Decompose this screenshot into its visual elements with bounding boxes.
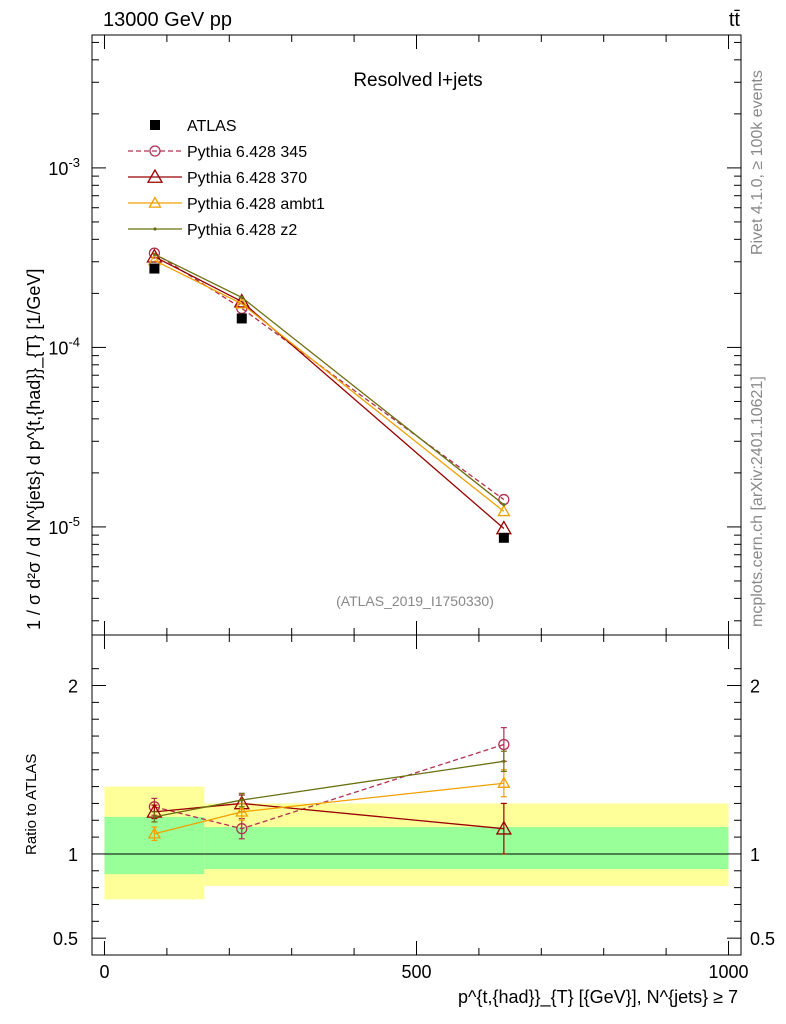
- atlas-data-point: [149, 263, 160, 274]
- ratio-tick-label-left: 1: [68, 845, 78, 865]
- marker-triangle: [147, 826, 162, 839]
- y-tick-label: 10-3: [48, 155, 80, 179]
- series-line: [154, 259, 505, 512]
- ratio-uncertainty-bands: [104, 786, 729, 900]
- marker-dot: [502, 759, 506, 763]
- process-label: tt̄: [729, 9, 741, 31]
- marker-triangle: [497, 504, 511, 517]
- x-axis-label: p^{t,{had}}_{T} [{GeV}], N^{jets} ≥ 7: [458, 987, 738, 1008]
- marker-triangle: [495, 820, 512, 835]
- legend: ATLAS Pythia 6.428 345 Pythia 6.428 370 Pyt…: [128, 118, 325, 239]
- marker-triangle: [235, 296, 249, 309]
- marker-circle: [236, 823, 248, 835]
- source-label: mcplots.cern.ch [arXiv:2401.10621]: [749, 376, 766, 627]
- y-tick-label: 10-5: [48, 514, 80, 538]
- marker-dot: [240, 798, 244, 802]
- series-line: [154, 256, 505, 529]
- chart-title: Resolved l+jets: [353, 70, 482, 91]
- marker-circle: [498, 738, 510, 751]
- marker-triangle: [497, 776, 511, 788]
- ratio-series-layer: [146, 727, 512, 855]
- marker-dot: [152, 252, 157, 256]
- marker-dot: [240, 295, 244, 299]
- marker-dot: [153, 227, 157, 231]
- y-axis-label: 1 / σ d²σ / d N^{jets} d p^{t,{had}}_{T}…: [24, 269, 45, 630]
- ratio-tick-label-left: 0.5: [53, 929, 78, 949]
- ratio-tick-label-right: 1: [750, 845, 760, 865]
- y-tick-label: 10-4: [48, 334, 80, 358]
- main-series-layer: [146, 247, 512, 543]
- atlas-data-point: [236, 313, 247, 324]
- legend-atlas-marker: [150, 120, 160, 130]
- energy-label: 13000 GeV pp: [103, 9, 232, 31]
- x-tick-label: 500: [401, 962, 431, 982]
- legend-label: Pythia 6.428 345: [187, 144, 307, 161]
- x-tick-label: 0: [99, 962, 109, 982]
- ratio-tick-label-right: 0.5: [750, 929, 775, 949]
- analysis-label: (ATLAS_2019_I1750330): [336, 593, 494, 609]
- marker-circle: [149, 145, 161, 157]
- legend-label: ATLAS: [187, 118, 237, 135]
- axis-ticks: 0 500 1000 10-5 10-4 10-3 0.5 0.5 1 1 2 2: [48, 35, 775, 982]
- legend-label: Pythia 6.428 370: [187, 170, 307, 187]
- legend-label: Pythia 6.428 ambt1: [187, 196, 325, 213]
- marker-triangle: [235, 805, 249, 817]
- marker-dot: [152, 815, 157, 819]
- marker-circle: [148, 247, 161, 259]
- ratio-tick-label-left: 2: [68, 677, 78, 697]
- marker-triangle: [148, 196, 162, 208]
- marker-triangle: [146, 168, 164, 183]
- ratio-tick-label-right: 2: [750, 677, 760, 697]
- ratio-band-1sigma: [204, 827, 729, 870]
- marker-dot: [502, 503, 506, 507]
- legend-label: Pythia 6.428 z2: [187, 222, 297, 239]
- x-tick-label: 1000: [708, 962, 748, 982]
- rivet-label: Rivet 4.1.0, ≥ 100k events: [749, 70, 766, 255]
- atlas-data-point: [498, 532, 509, 543]
- ratio-axis-label: Ratio to ATLAS: [23, 754, 40, 855]
